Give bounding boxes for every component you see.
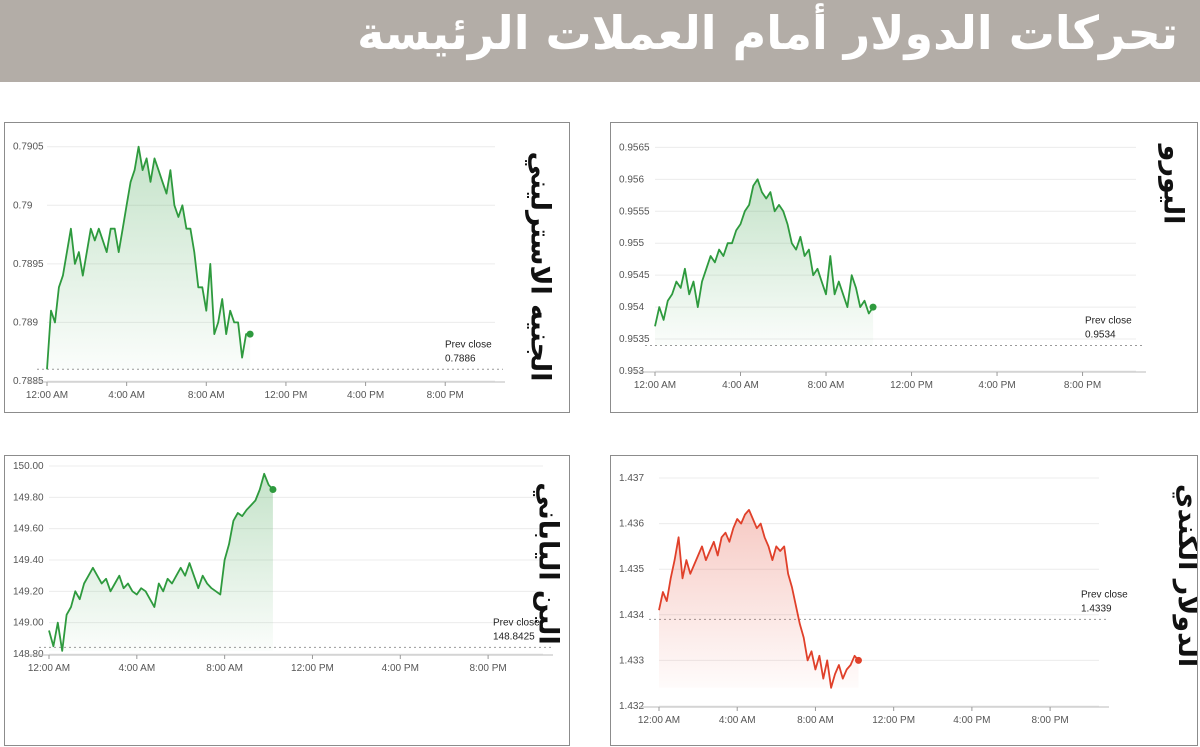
x-tick-label: 4:00 AM xyxy=(719,715,756,726)
y-tick-label: 1.437 xyxy=(619,473,644,484)
x-tick-label: 4:00 PM xyxy=(382,663,419,674)
x-tick-label: 8:00 PM xyxy=(1031,715,1068,726)
currency-label-gbp: الجنيه الاسترليني xyxy=(524,151,556,382)
y-tick-label: 1.433 xyxy=(619,655,644,666)
x-tick-label: 8:00 PM xyxy=(1064,380,1101,391)
chart-panel-cad: 1.437 1.436 1.435 1.434 1.433 1.432 12:00 AM 4:… xyxy=(610,455,1198,746)
prev-close-label: Prev close xyxy=(445,339,492,350)
y-tick-label: 0.7895 xyxy=(13,259,44,270)
y-tick-label: 0.79 xyxy=(13,200,33,211)
series-line xyxy=(654,178,874,327)
series-area xyxy=(49,473,273,651)
x-tick-label: 4:00 AM xyxy=(118,663,155,674)
x-tick-label: 8:00 PM xyxy=(427,390,464,401)
series-area xyxy=(655,179,874,346)
y-tick-label: 149.60 xyxy=(13,524,44,535)
y-tick-label: 1.435 xyxy=(619,564,644,575)
y-tick-label: 0.789 xyxy=(13,317,38,328)
chart-panel-eur: 0.9565 0.956 0.9555 0.955 0.9545 0.954 0.9535 0… xyxy=(610,122,1198,413)
y-tick-label: 1.434 xyxy=(619,610,644,621)
x-tick-label: 8:00 PM xyxy=(469,663,506,674)
y-tick-label: 149.40 xyxy=(13,555,44,566)
series-endpoint xyxy=(854,656,862,664)
series-endpoint xyxy=(269,486,277,493)
x-tick-label: 8:00 AM xyxy=(808,380,845,391)
y-tick-label: 0.7905 xyxy=(13,142,44,153)
x-tick-label: 4:00 AM xyxy=(722,380,759,391)
prev-close-label: Prev close xyxy=(493,617,540,628)
prev-close-label: Prev close xyxy=(1081,589,1128,600)
x-tick-label: 4:00 PM xyxy=(978,380,1015,391)
y-tick-label: 0.953 xyxy=(619,366,644,377)
x-tick-label: 12:00 PM xyxy=(265,390,308,401)
currency-label-jpy: الين الياباني xyxy=(532,482,564,645)
x-tick-label: 12:00 PM xyxy=(291,663,334,674)
y-tick-label: 0.9555 xyxy=(619,206,650,217)
series-endpoint xyxy=(246,330,254,338)
chart-panel-jpy: 150.00 149.80 149.60 149.40 149.20 149.00 148.… xyxy=(4,455,570,746)
chart-jpy: 150.00 149.80 149.60 149.40 149.20 149.00 148.… xyxy=(13,461,553,674)
x-tick-label: 8:00 AM xyxy=(188,390,225,401)
x-tick-label: 12:00 AM xyxy=(26,390,68,401)
x-tick-label: 12:00 PM xyxy=(890,380,933,391)
y-tick-label: 0.954 xyxy=(619,302,644,313)
y-tick-label: 150.00 xyxy=(13,461,44,472)
x-tick-label: 4:00 PM xyxy=(953,715,990,726)
currency-label-eur: اليورو xyxy=(1157,144,1189,225)
y-tick-label: 0.956 xyxy=(619,174,644,185)
x-tick-label: 12:00 AM xyxy=(28,663,70,674)
header-banner: تحركات الدولار أمام العملات الرئيسة xyxy=(0,0,1200,82)
prev-close-value: 1.4339 xyxy=(1081,603,1112,614)
x-tick-label: 4:00 AM xyxy=(108,390,145,401)
y-tick-label: 0.955 xyxy=(619,238,644,249)
y-tick-label: 1.432 xyxy=(619,701,644,712)
x-tick-label: 4:00 PM xyxy=(347,390,384,401)
y-tick-label: 149.20 xyxy=(13,586,44,597)
prev-close-label: Prev close xyxy=(1085,315,1132,326)
prev-close-value: 0.9534 xyxy=(1085,329,1116,340)
series-endpoint xyxy=(869,303,877,311)
x-tick-label: 12:00 AM xyxy=(638,715,680,726)
series-area xyxy=(47,146,251,370)
page-title: تحركات الدولار أمام العملات الرئيسة xyxy=(357,6,1178,60)
y-tick-label: 0.9535 xyxy=(619,334,650,345)
x-tick-label: 12:00 AM xyxy=(634,380,676,391)
prev-close-value: 0.7886 xyxy=(445,353,476,364)
y-tick-label: 0.9545 xyxy=(619,270,650,281)
x-tick-label: 12:00 PM xyxy=(872,715,915,726)
chart-cad: 1.437 1.436 1.435 1.434 1.433 1.432 12:00 AM 4:… xyxy=(619,473,1128,726)
series-line xyxy=(46,145,251,370)
y-tick-label: 149.00 xyxy=(13,618,44,629)
x-tick-label: 8:00 AM xyxy=(797,715,834,726)
y-tick-label: 1.436 xyxy=(619,519,644,530)
x-tick-label: 8:00 AM xyxy=(206,663,243,674)
y-tick-label: 0.9565 xyxy=(619,142,650,153)
series-line xyxy=(658,509,860,689)
prev-close-value: 148.8425 xyxy=(493,631,535,642)
chart-panel-gbp: 0.7905 0.79 0.7895 0.789 0.7885 12:00 AM 4:00 … xyxy=(4,122,570,413)
series-line xyxy=(48,472,274,652)
y-tick-label: 149.80 xyxy=(13,492,44,503)
currency-label-cad: الدولار الكندي xyxy=(1172,483,1198,668)
chart-eur: 0.9565 0.956 0.9555 0.955 0.9545 0.954 0.9535 0… xyxy=(619,142,1146,391)
series-area xyxy=(659,509,859,688)
y-tick-label: 148.80 xyxy=(13,649,44,660)
